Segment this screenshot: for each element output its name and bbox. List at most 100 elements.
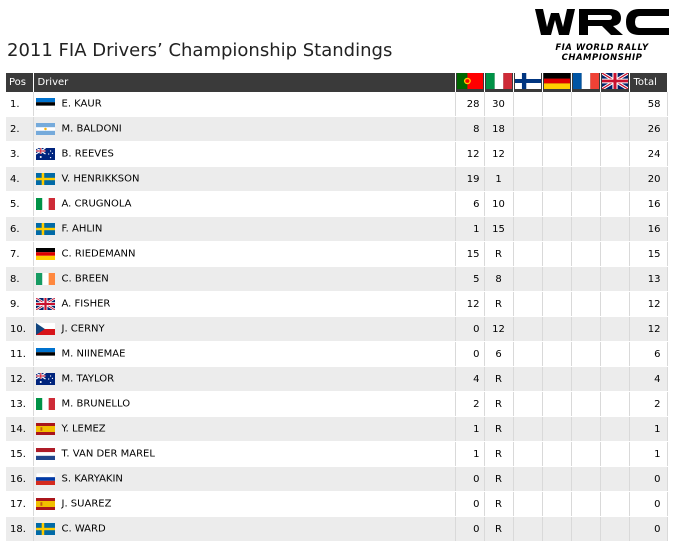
driver-name: M. TAYLOR (61, 373, 115, 385)
rally5-points (571, 441, 601, 467)
row-pos: 4. (6, 166, 34, 192)
col-germany-flag-icon (542, 73, 572, 92)
row-pos: 15. (6, 441, 34, 467)
rally3-points (513, 191, 543, 217)
rally4-points (542, 291, 572, 317)
rally2-points: 15 (484, 216, 514, 242)
driver-cell: B. REEVES (33, 141, 456, 167)
row-pos: 16. (6, 466, 34, 492)
driver-cell: C. BREEN (33, 266, 456, 292)
table-row: 5. A. CRUGNOLA 6 10 16 (6, 191, 668, 217)
france-flag-icon (572, 73, 600, 92)
rally5-points (571, 166, 601, 192)
rally3-points (513, 141, 543, 167)
driver-cell: Y. LEMEZ (33, 416, 456, 442)
total-points: 0 (629, 491, 668, 517)
rally6-points (600, 191, 630, 217)
rally2-points: 10 (484, 191, 514, 217)
driver-name: B. REEVES (61, 148, 114, 160)
table-row: 7. C. RIEDEMANN 15 R 15 (6, 241, 668, 267)
table-row: 8. C. BREEN 5 8 13 (6, 266, 668, 292)
ireland-flag-icon (35, 273, 55, 285)
russia-flag-icon (35, 472, 55, 485)
rally5-points (571, 316, 601, 342)
rally1-points: 19 (455, 166, 485, 192)
rally4-points (542, 391, 572, 417)
sweden-flag-icon (35, 173, 55, 185)
rally4-points (542, 92, 572, 117)
rally6-points (600, 166, 630, 192)
rally4-points (542, 441, 572, 467)
table-header: Pos Driver Total (6, 73, 668, 92)
rally5-points (571, 266, 601, 292)
rally3-points (513, 216, 543, 242)
logo-caption: FIA WORLD RALLY CHAMPIONSHIP (555, 43, 649, 63)
total-points: 4 (629, 366, 668, 392)
rally6-points (600, 441, 630, 467)
driver-cell: M. NIINEMAE (33, 341, 456, 367)
total-points: 15 (629, 241, 668, 267)
rally1-points: 1 (455, 216, 485, 242)
spain-flag-icon (35, 498, 55, 510)
rally4-points (542, 416, 572, 442)
rally2-points: 12 (484, 141, 514, 167)
table-row: 6. F. AHLIN 1 15 16 (6, 216, 668, 242)
spain-flag-icon (35, 423, 55, 435)
rally3-points (513, 366, 543, 392)
rally2-points: 1 (484, 166, 514, 192)
rally3-points (513, 441, 543, 467)
rally6-points (600, 366, 630, 392)
col-driver: Driver (33, 73, 456, 92)
rally3-points (513, 241, 543, 267)
table-row: 3. B. REEVES 12 12 24 (6, 141, 668, 167)
page-title: 2011 FIA Drivers’ Championship Standings (7, 40, 393, 61)
rally2-points: R (484, 491, 514, 517)
col-total: Total (629, 73, 668, 92)
rally2-points: 30 (484, 92, 514, 117)
total-points: 12 (629, 316, 668, 342)
driver-name: V. HENRIKKSON (61, 173, 140, 185)
rally5-points (571, 92, 601, 117)
standings-table: Pos Driver Total 1. E. KAUR 28 30 58 2. M. BAL… (6, 73, 668, 542)
rally6-points (600, 391, 630, 417)
driver-cell: J. CERNY (33, 316, 456, 342)
rally3-points (513, 341, 543, 367)
row-pos: 17. (6, 491, 34, 517)
driver-cell: S. KARYAKIN (33, 466, 456, 492)
rally5-points (571, 341, 601, 367)
table-row: 1. E. KAUR 28 30 58 (6, 92, 668, 117)
rally5-points (571, 191, 601, 217)
row-pos: 11. (6, 341, 34, 367)
row-pos: 2. (6, 116, 34, 142)
driver-name: S. KARYAKIN (61, 473, 123, 485)
rally3-points (513, 466, 543, 492)
col-finland-flag-icon (513, 73, 543, 92)
rally4-points (542, 491, 572, 517)
rally6-points (600, 266, 630, 292)
sweden-flag-icon (35, 523, 55, 535)
rally2-points: R (484, 416, 514, 442)
argentina-flag-icon (35, 123, 55, 135)
total-points: 6 (629, 341, 668, 367)
total-points: 2 (629, 391, 668, 417)
driver-cell: E. KAUR (33, 92, 456, 117)
driver-cell: V. HENRIKKSON (33, 166, 456, 192)
germany-flag-icon (35, 248, 55, 260)
row-pos: 1. (6, 92, 34, 117)
driver-name: J. SUAREZ (61, 498, 112, 510)
row-pos: 12. (6, 366, 34, 392)
driver-cell: A. FISHER (33, 291, 456, 317)
total-points: 16 (629, 191, 668, 217)
rally3-points (513, 291, 543, 317)
driver-cell: A. CRUGNOLA (33, 191, 456, 217)
rally6-points (600, 491, 630, 517)
driver-cell: M. BRUNELLO (33, 391, 456, 417)
driver-name: E. KAUR (61, 98, 102, 110)
rally3-points (513, 266, 543, 292)
rally1-points: 8 (455, 116, 485, 142)
rally4-points (542, 316, 572, 342)
rally5-points (571, 491, 601, 517)
rally1-points: 1 (455, 416, 485, 442)
table-row: 17. J. SUAREZ 0 R 0 (6, 491, 668, 517)
total-points: 0 (629, 466, 668, 492)
